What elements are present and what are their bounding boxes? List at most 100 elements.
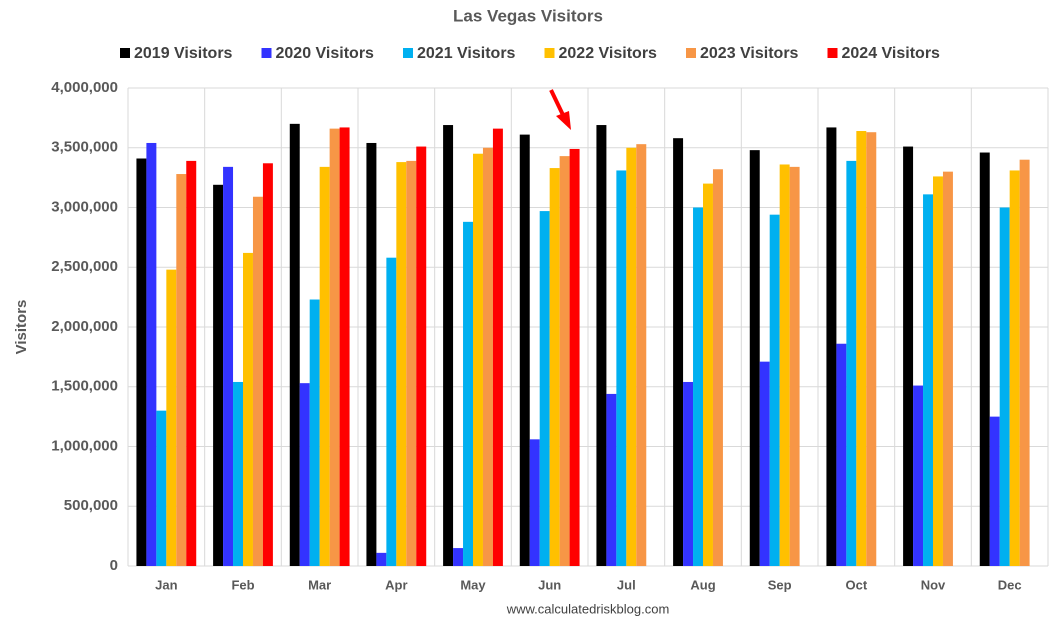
- bar: [406, 160, 417, 566]
- legend-label: 2023 Visitors: [700, 45, 799, 62]
- legend-swatch: [686, 48, 696, 58]
- x-tick-label: Jun: [538, 577, 561, 592]
- bar: [759, 361, 770, 566]
- bar: [596, 125, 607, 567]
- chart-title: Las Vegas Visitors: [453, 6, 603, 25]
- bar: [262, 163, 273, 566]
- bar: [366, 142, 377, 566]
- bar: [903, 146, 914, 566]
- bar: [626, 147, 637, 566]
- legend-label: 2024 Visitors: [842, 45, 941, 62]
- bar: [933, 176, 943, 566]
- y-tick-label: 2,000,000: [51, 318, 118, 335]
- bar: [146, 142, 157, 566]
- x-tick-label: Jul: [617, 577, 636, 592]
- x-tick-label: Mar: [308, 577, 331, 592]
- bar: [549, 168, 560, 566]
- bar: [636, 144, 647, 567]
- legend-swatch: [261, 48, 272, 58]
- y-tick-label: 3,000,000: [51, 198, 118, 215]
- bar: [846, 160, 857, 566]
- bar: [376, 552, 387, 566]
- bar: [616, 170, 627, 566]
- bar: [989, 416, 1000, 566]
- y-tick-label: 4,000,000: [51, 79, 118, 96]
- x-tick-label: Nov: [921, 577, 946, 592]
- bar: [673, 138, 684, 566]
- legend-label: 2021 Visitors: [417, 45, 516, 62]
- bar: [836, 343, 847, 566]
- bar: [289, 123, 300, 566]
- legend-swatch: [827, 48, 838, 58]
- bar: [443, 125, 454, 567]
- bar: [416, 146, 427, 566]
- bar: [243, 252, 253, 566]
- bar: [999, 207, 1010, 566]
- legend-label: 2020 Visitors: [276, 45, 375, 62]
- bar: [166, 269, 177, 566]
- y-tick-label: 1,000,000: [51, 437, 118, 454]
- x-tick-label: Dec: [998, 577, 1022, 592]
- bar: [176, 174, 187, 567]
- y-tick-label: 2,500,000: [51, 258, 118, 275]
- bar: [329, 128, 340, 566]
- y-tick-label: 500,000: [64, 497, 118, 514]
- bar: [942, 171, 953, 566]
- bar: [386, 257, 397, 566]
- bar: [223, 166, 234, 566]
- x-tick-label: Apr: [385, 577, 407, 592]
- x-tick-label: Sep: [768, 577, 792, 592]
- x-tick-label: Feb: [231, 577, 254, 592]
- bar: [749, 150, 760, 566]
- bar: [136, 158, 147, 566]
- bar: [779, 164, 790, 567]
- bar: [453, 548, 464, 566]
- x-tick-label: May: [460, 577, 486, 592]
- annotation-arrow: [549, 89, 571, 130]
- bar: [396, 162, 407, 566]
- y-tick-label: 3,500,000: [51, 139, 118, 156]
- bar: [606, 393, 617, 566]
- bar: [473, 153, 483, 566]
- bar: [683, 381, 694, 566]
- bar: [463, 221, 473, 566]
- legend-label: 2019 Visitors: [134, 45, 233, 62]
- bar: [339, 127, 350, 566]
- legend-swatch: [544, 48, 555, 58]
- bar: [712, 169, 723, 566]
- bar: [703, 183, 713, 566]
- y-tick-label: 0: [110, 557, 118, 574]
- bar: [913, 385, 924, 566]
- x-tick-label: Aug: [690, 577, 715, 592]
- legend-swatch: [403, 48, 413, 58]
- bar: [492, 128, 503, 566]
- bar: [213, 184, 224, 567]
- bar: [789, 166, 800, 566]
- x-tick-label: Oct: [845, 577, 867, 592]
- bar: [233, 381, 243, 566]
- y-axis-label: Visitors: [13, 300, 30, 355]
- y-tick-label: 1,500,000: [51, 378, 118, 395]
- bar: [519, 134, 530, 567]
- bar: [1019, 159, 1030, 566]
- bar: [559, 156, 570, 567]
- source-note: www.calculatedriskblog.com: [506, 601, 670, 616]
- legend-swatch: [120, 48, 130, 58]
- bar: [826, 127, 837, 566]
- x-tick-label: Jan: [155, 577, 177, 592]
- legend-label: 2022 Visitors: [559, 45, 658, 62]
- bar: [299, 383, 310, 566]
- bar: [319, 166, 330, 566]
- bar: [186, 160, 197, 566]
- bar: [856, 131, 867, 566]
- bar: [309, 299, 320, 566]
- bar: [1009, 170, 1020, 566]
- bar: [769, 214, 780, 567]
- bar: [979, 152, 990, 566]
- bar: [923, 194, 933, 567]
- bar: [529, 439, 540, 566]
- bar: [569, 148, 580, 566]
- bar: [156, 410, 167, 566]
- bar: [482, 147, 493, 566]
